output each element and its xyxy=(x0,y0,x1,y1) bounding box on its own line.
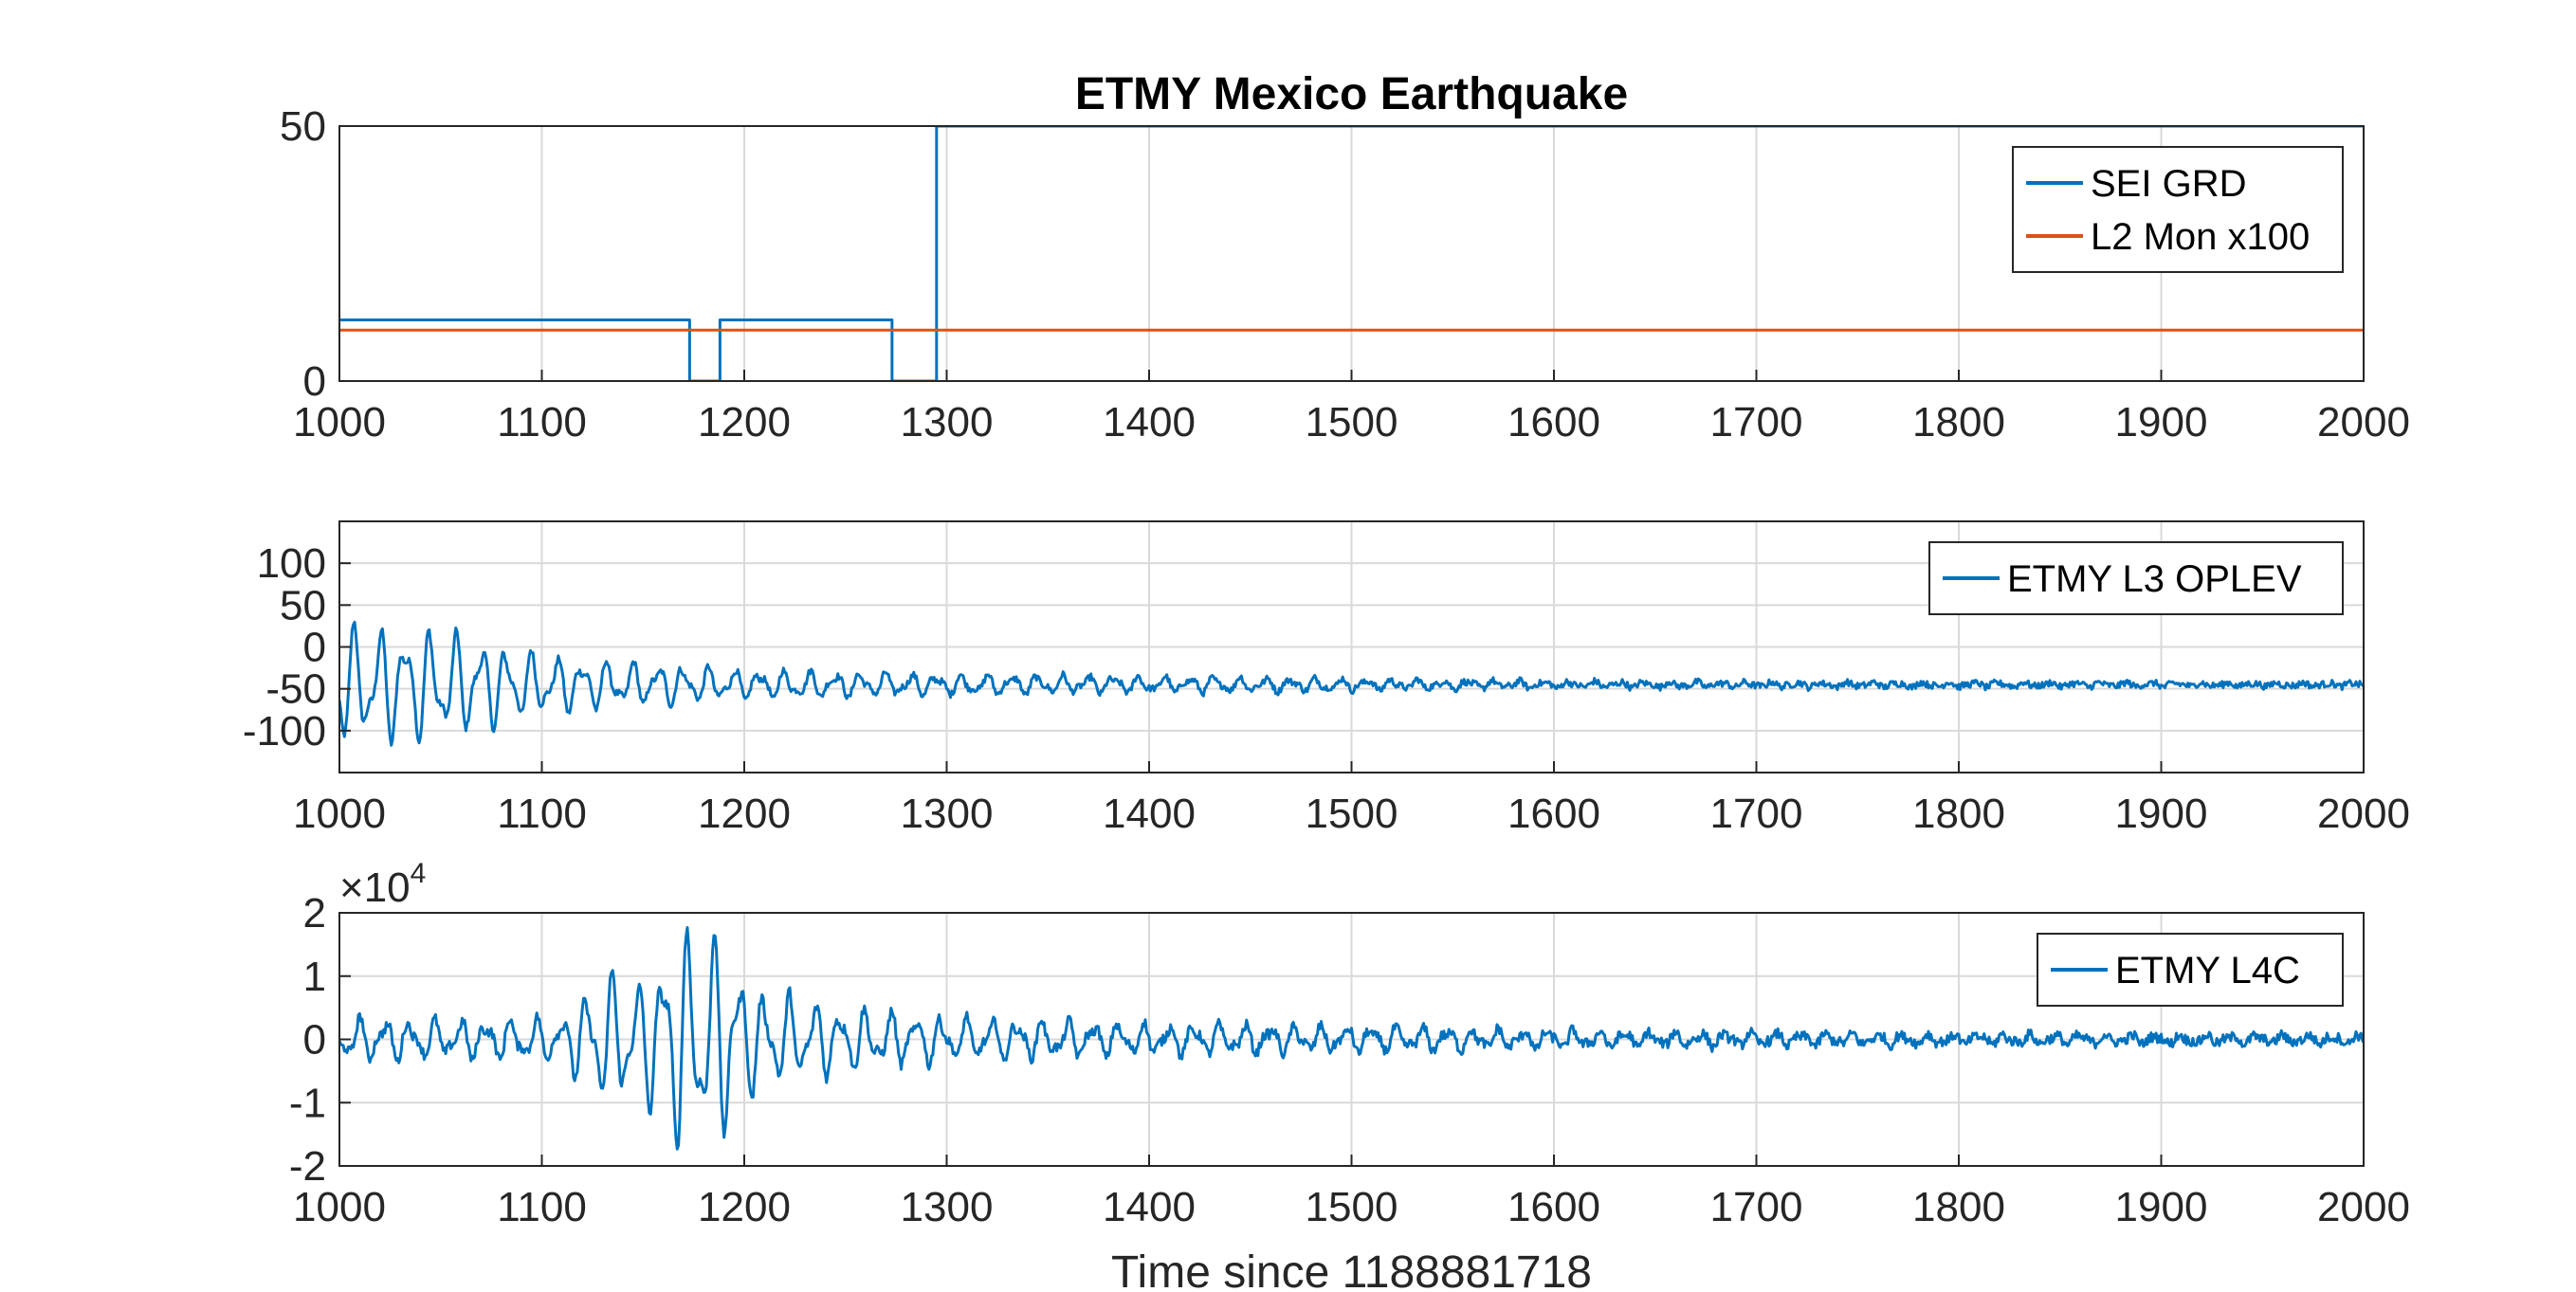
x-tick-label: 1300 xyxy=(901,791,994,837)
x-tick-label: 1600 xyxy=(1507,399,1600,446)
x-tick-label: 1100 xyxy=(497,1184,587,1230)
y-tick-label: 2 xyxy=(303,890,326,937)
legend-entry: ETMY L3 OPLEV xyxy=(2007,558,2302,600)
x-tick-label: 1200 xyxy=(698,399,791,446)
x-tick-label: 1400 xyxy=(1103,399,1196,446)
x-tick-label: 1400 xyxy=(1103,791,1196,837)
x-tick-label: 1700 xyxy=(1710,1184,1803,1230)
y-tick-label: -50 xyxy=(265,666,326,713)
x-tick-label: 1100 xyxy=(497,791,587,837)
x-tick-label: 1400 xyxy=(1103,1184,1196,1230)
x-tick-label: 1600 xyxy=(1507,1184,1600,1230)
series-line-0 xyxy=(339,126,2364,381)
y-tick-label: -2 xyxy=(289,1143,326,1190)
legend-box xyxy=(2012,146,2344,273)
legend-entry: L2 Mon x100 xyxy=(2091,216,2310,258)
x-tick-label: 1900 xyxy=(2115,1184,2208,1230)
y-tick-label: 0 xyxy=(303,358,326,405)
y-exponent-label: ×104 xyxy=(339,858,426,911)
legend: ETMY L4C xyxy=(2037,933,2344,1007)
y-tick-label: 50 xyxy=(280,103,326,150)
chart-title: ETMY Mexico Earthquake xyxy=(1075,69,1628,119)
x-tick-label: 1500 xyxy=(1306,399,1398,446)
legend-entry: ETMY L4C xyxy=(2115,950,2300,992)
legend-entry: SEI GRD xyxy=(2091,163,2246,205)
y-tick-label: 0 xyxy=(303,1017,326,1064)
x-tick-label: 1900 xyxy=(2115,399,2208,446)
x-tick-label: 2000 xyxy=(2317,399,2410,446)
y-tick-label: 100 xyxy=(257,540,326,587)
x-tick-label: 1800 xyxy=(1912,1184,2005,1230)
x-tick-label: 1600 xyxy=(1507,791,1600,837)
oplev-panel: 1000 1100 1200 1300 1400 1500 1600 1700 1800 1900… xyxy=(243,520,2410,837)
x-tick-label: 2000 xyxy=(2317,791,2410,837)
x-tick-label: 1700 xyxy=(1710,791,1803,837)
x-tick-label: 1900 xyxy=(2115,791,2208,837)
y-tick-label: 0 xyxy=(303,625,326,671)
l4c-panel: 1000 1100 1200 1300 1400 1500 1600 1700 1800 1900… xyxy=(289,858,2410,1292)
sei-grd-panel: 1000 1100 1200 1300 1400 1500 1600 1700 1800 1900… xyxy=(280,69,2410,446)
y-tick-label: -1 xyxy=(289,1080,326,1126)
x-axis-label: Time since 1188881718 xyxy=(1111,1247,1592,1292)
y-tick-label: -100 xyxy=(243,708,326,755)
x-tick-label: 1000 xyxy=(293,399,386,446)
x-tick-label: 1300 xyxy=(901,399,994,446)
y-tick-label: 1 xyxy=(303,954,326,1000)
series-line-0 xyxy=(339,926,2364,1151)
x-tick-label: 1800 xyxy=(1912,791,2005,837)
x-tick-label: 1300 xyxy=(901,1184,994,1230)
legend: SEI GRD L2 Mon x100 xyxy=(2012,146,2344,273)
x-tick-label: 1200 xyxy=(698,1184,791,1230)
x-tick-label: 1800 xyxy=(1912,399,2005,446)
series-line-0 xyxy=(339,620,2364,747)
x-tick-label: 2000 xyxy=(2317,1184,2410,1230)
x-tick-label: 1000 xyxy=(293,791,386,837)
x-tick-label: 1100 xyxy=(497,399,587,446)
legend: ETMY L3 OPLEV xyxy=(1928,541,2344,615)
x-tick-label: 1700 xyxy=(1710,399,1803,446)
x-tick-label: 1500 xyxy=(1306,1184,1398,1230)
y-tick-label: 50 xyxy=(280,582,326,628)
x-tick-label: 1000 xyxy=(293,1184,386,1230)
x-tick-label: 1200 xyxy=(698,791,791,837)
x-tick-label: 1500 xyxy=(1306,791,1398,837)
